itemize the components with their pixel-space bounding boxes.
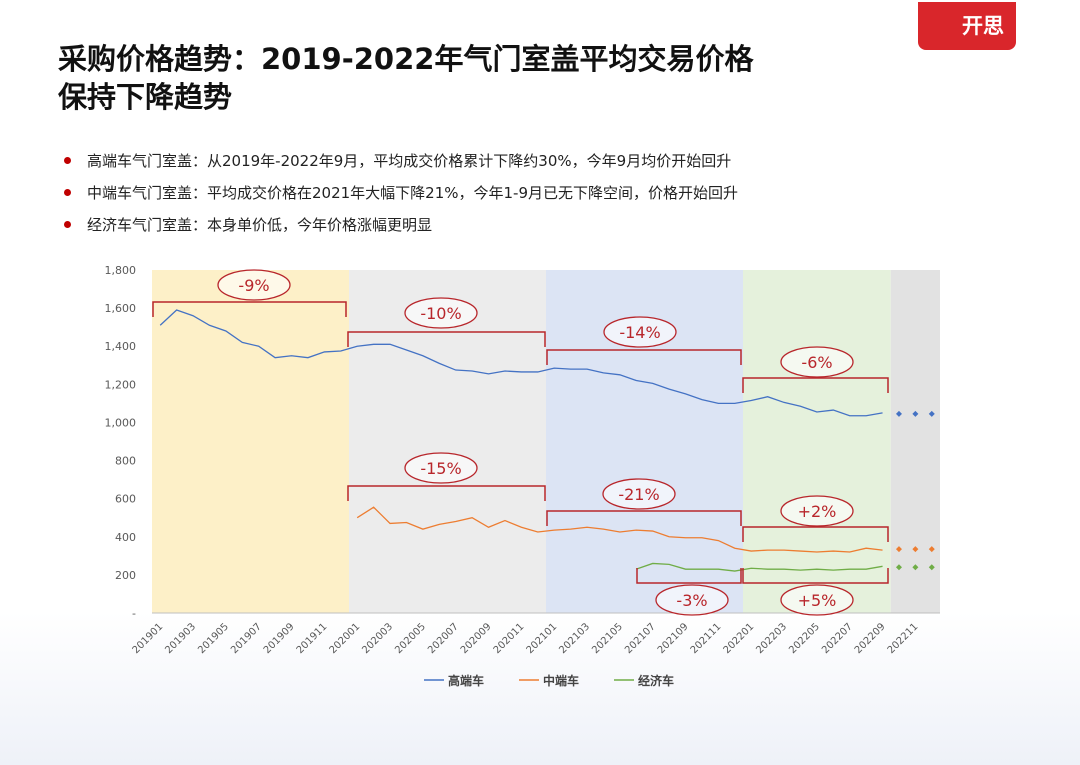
x-tick-label: 201907 [229, 621, 264, 656]
x-tick-label: 201903 [163, 621, 198, 656]
bracket [742, 526, 889, 542]
y-tick-label: 1,400 [105, 340, 137, 353]
x-tick-label: 202203 [754, 621, 789, 656]
title-line: 保持下降趋势 [58, 80, 233, 114]
y-tick-label: 600 [115, 493, 136, 506]
legend-label: 中端车 [543, 673, 579, 688]
annotation-label: -15% [420, 459, 461, 478]
x-tick-label: 202009 [459, 621, 494, 656]
x-tick-label: 202011 [492, 621, 527, 656]
annotation-label: +2% [798, 502, 837, 521]
x-tick-label: 202105 [590, 621, 625, 656]
projected-point [928, 546, 935, 553]
x-tick-label: 202007 [426, 621, 461, 656]
x-tick-label: 201909 [262, 621, 297, 656]
series-line [356, 506, 883, 553]
annotation-label: -3% [676, 591, 707, 610]
annotation-oval [780, 584, 854, 616]
x-tick-label: 201905 [196, 621, 231, 656]
bullet: 中端车气门室盖：平均成交价格在2021年大幅下降21%，今年1-9月已无下降空间… [62, 177, 738, 209]
y-tick-label: - [132, 607, 136, 620]
period-band [743, 270, 891, 613]
annotation-label: -9% [238, 276, 269, 295]
bullet: 高端车气门室盖：从2019年-2022年9月，平均成交价格累计下降约30%，今年… [62, 145, 738, 177]
bracket [742, 568, 889, 584]
y-tick-label: 1,800 [105, 264, 137, 277]
projected-point [928, 410, 935, 417]
x-tick-label: 201901 [131, 621, 166, 656]
annotation-label: -6% [801, 353, 832, 372]
x-tick-label: 202003 [360, 621, 395, 656]
bullet-list: 高端车气门室盖：从2019年-2022年9月，平均成交价格累计下降约30%，今年… [62, 145, 738, 241]
projected-point [895, 546, 902, 553]
projected-point [895, 410, 902, 417]
x-tick-label: 202103 [557, 621, 592, 656]
bullet: 经济车气门室盖：本身单价低，今年价格涨幅更明显 [62, 209, 738, 241]
x-tick-label: 202205 [787, 621, 822, 656]
x-tick-label: 202111 [689, 621, 724, 656]
bracket [347, 331, 546, 347]
y-tick-label: 1,000 [105, 416, 137, 429]
period-band [890, 270, 940, 613]
annotation-oval [603, 316, 677, 348]
annotation-oval [404, 452, 478, 484]
annotation-label: -21% [618, 485, 659, 504]
annotation-oval [655, 584, 729, 616]
x-tick-label: 202207 [820, 621, 855, 656]
series-line [636, 562, 883, 572]
y-tick-label: 1,200 [105, 378, 137, 391]
y-tick-label: 800 [115, 455, 136, 468]
projected-point [912, 564, 919, 571]
annotation-label: +5% [798, 591, 837, 610]
y-tick-label: 200 [115, 569, 136, 582]
x-tick-label: 202201 [722, 621, 757, 656]
annotation-oval [780, 346, 854, 378]
annotation-label: -10% [420, 304, 461, 323]
bracket [636, 568, 742, 584]
annotation-label: -14% [619, 323, 660, 342]
bracket [546, 349, 742, 365]
x-tick-label: 202211 [886, 621, 921, 656]
projected-point [912, 546, 919, 553]
annotation-oval [780, 495, 854, 527]
title-line: 采购价格趋势：2019-2022年气门室盖平均交易价格 [58, 42, 754, 76]
period-band [152, 270, 349, 613]
x-tick-label: 202109 [656, 621, 691, 656]
x-tick-label: 202107 [623, 621, 658, 656]
bracket [742, 377, 889, 393]
title: 采购价格趋势：2019-2022年气门室盖平均交易价格 保持下降趋势 [58, 40, 753, 116]
x-tick-label: 202101 [525, 621, 560, 656]
x-tick-label: 202001 [328, 621, 363, 656]
projected-point [928, 564, 935, 571]
projected-point [895, 564, 902, 571]
bracket [152, 301, 347, 317]
legend-label: 高端车 [448, 673, 484, 688]
legend-label: 经济车 [638, 673, 674, 688]
projected-point [912, 410, 919, 417]
logo: 开思 [918, 2, 1016, 50]
series-line [159, 309, 883, 417]
annotation-oval [217, 269, 291, 301]
x-tick-label: 201911 [295, 621, 330, 656]
annotation-oval [404, 297, 478, 329]
bracket [347, 485, 546, 501]
x-tick-label: 202005 [393, 621, 428, 656]
y-tick-label: 400 [115, 531, 136, 544]
y-tick-label: 1,600 [105, 302, 137, 315]
x-tick-label: 202209 [853, 621, 888, 656]
bracket [546, 510, 742, 526]
annotation-oval [602, 478, 676, 510]
